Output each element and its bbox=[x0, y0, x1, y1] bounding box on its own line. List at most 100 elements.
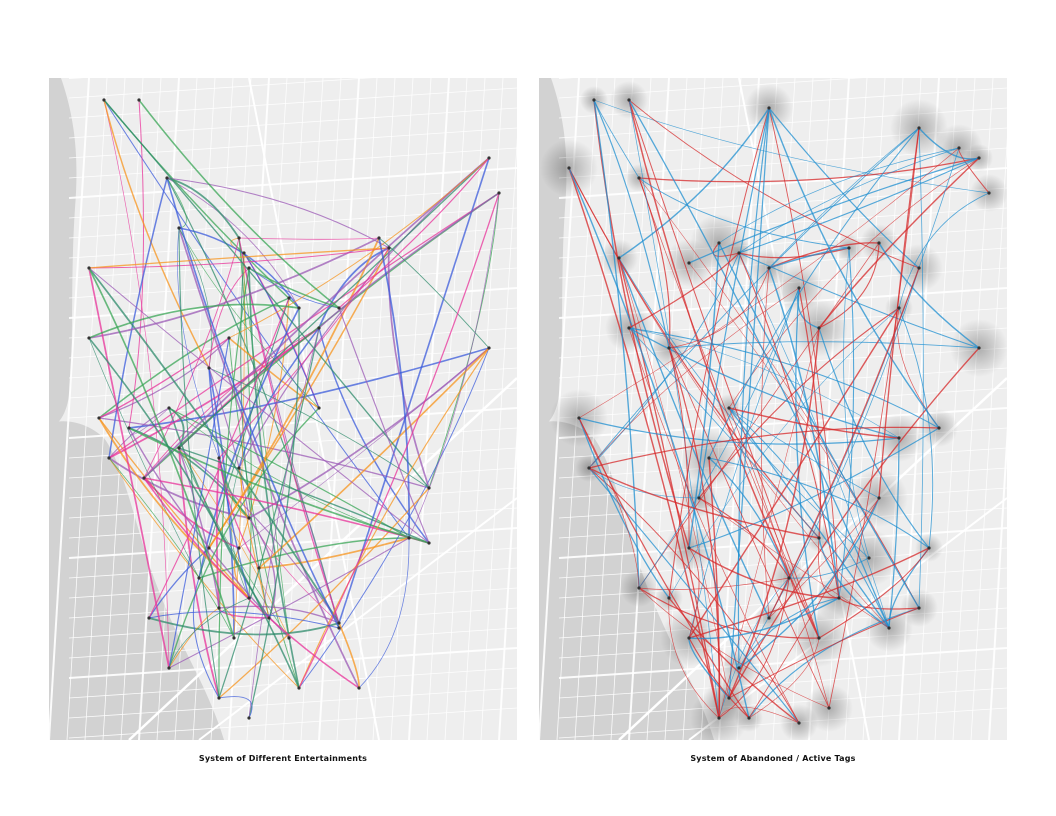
node-dot bbox=[687, 261, 691, 265]
route-line bbox=[168, 607, 220, 669]
tag-nodes bbox=[567, 98, 991, 725]
street bbox=[68, 547, 517, 579]
route-line bbox=[338, 622, 360, 689]
route-line bbox=[387, 247, 430, 489]
route-line bbox=[748, 607, 920, 719]
route-line bbox=[178, 447, 290, 639]
route-line bbox=[843, 247, 870, 559]
route-line bbox=[728, 407, 830, 709]
route-line bbox=[688, 547, 840, 599]
node-dot bbox=[102, 98, 106, 102]
route-line bbox=[318, 247, 390, 329]
route-line bbox=[378, 237, 410, 539]
street bbox=[372, 78, 414, 740]
route-line bbox=[738, 157, 980, 254]
node-dot bbox=[797, 721, 801, 725]
node-dot bbox=[97, 416, 101, 420]
street bbox=[988, 425, 1007, 740]
route-line bbox=[628, 327, 800, 724]
route-line bbox=[638, 177, 920, 609]
route-line bbox=[208, 267, 250, 369]
node-dot bbox=[357, 686, 361, 690]
node-dot bbox=[237, 466, 241, 470]
street bbox=[68, 387, 517, 419]
node-dot bbox=[627, 326, 631, 330]
node-dot bbox=[427, 541, 431, 545]
route-line bbox=[198, 307, 300, 579]
node-dot bbox=[247, 516, 251, 520]
street bbox=[68, 607, 517, 639]
route-line bbox=[698, 107, 770, 499]
node-dot bbox=[727, 696, 731, 700]
node-dot bbox=[867, 556, 871, 560]
route-line bbox=[628, 327, 820, 539]
route-line bbox=[688, 427, 940, 549]
node-dot bbox=[747, 716, 751, 720]
route-line bbox=[88, 337, 300, 689]
node-dot bbox=[917, 126, 921, 130]
node-dot bbox=[337, 306, 341, 310]
street bbox=[558, 627, 1007, 659]
route-line bbox=[248, 517, 277, 619]
node-dot bbox=[697, 496, 701, 500]
node-dot bbox=[587, 466, 591, 470]
route-line bbox=[588, 252, 740, 469]
route-line bbox=[698, 497, 790, 579]
route-line bbox=[593, 99, 640, 589]
route-line bbox=[88, 303, 300, 339]
node-dot bbox=[897, 306, 901, 310]
node-dot bbox=[247, 596, 251, 600]
route-line bbox=[593, 99, 670, 349]
route-line bbox=[108, 457, 235, 639]
route-line bbox=[208, 367, 250, 519]
route-line bbox=[108, 457, 250, 519]
route-line bbox=[168, 537, 410, 669]
street bbox=[68, 667, 517, 699]
node-dot bbox=[717, 241, 721, 245]
route-line bbox=[618, 257, 720, 719]
route-line bbox=[728, 407, 890, 629]
street bbox=[68, 167, 517, 199]
route-line bbox=[408, 192, 500, 539]
street bbox=[68, 487, 517, 519]
street bbox=[444, 78, 486, 740]
route-line bbox=[628, 99, 890, 629]
street bbox=[246, 78, 288, 740]
node-dot bbox=[827, 706, 831, 710]
route-line bbox=[628, 252, 740, 329]
route-line bbox=[233, 252, 245, 639]
route-line bbox=[768, 242, 880, 269]
node-dot bbox=[87, 336, 91, 340]
node-dot bbox=[727, 406, 731, 410]
route-line bbox=[768, 107, 940, 429]
route-line bbox=[638, 177, 820, 639]
route-line bbox=[178, 447, 220, 609]
node-dot bbox=[887, 626, 891, 630]
route-line bbox=[128, 347, 490, 429]
route-line bbox=[688, 547, 700, 639]
node-dot bbox=[207, 546, 211, 550]
route-line bbox=[148, 547, 210, 619]
street bbox=[68, 147, 517, 179]
route-line bbox=[738, 247, 850, 259]
route-line bbox=[108, 177, 168, 459]
route-line bbox=[588, 467, 800, 724]
node-dot bbox=[297, 686, 301, 690]
route-line bbox=[588, 287, 800, 469]
route-line bbox=[88, 247, 390, 269]
node-dot bbox=[177, 226, 181, 230]
route-line bbox=[218, 487, 430, 699]
route-line bbox=[143, 327, 320, 479]
street bbox=[68, 687, 517, 719]
node-dot bbox=[197, 576, 201, 580]
route-line bbox=[338, 157, 490, 309]
node-dot bbox=[917, 266, 921, 270]
tags-map-canvas bbox=[539, 78, 1007, 740]
node-dot bbox=[267, 616, 271, 620]
route-line bbox=[688, 637, 750, 719]
node-dot bbox=[317, 406, 321, 410]
street bbox=[646, 78, 688, 740]
street bbox=[68, 467, 517, 499]
node-dot bbox=[217, 606, 221, 610]
route-line bbox=[838, 597, 920, 610]
